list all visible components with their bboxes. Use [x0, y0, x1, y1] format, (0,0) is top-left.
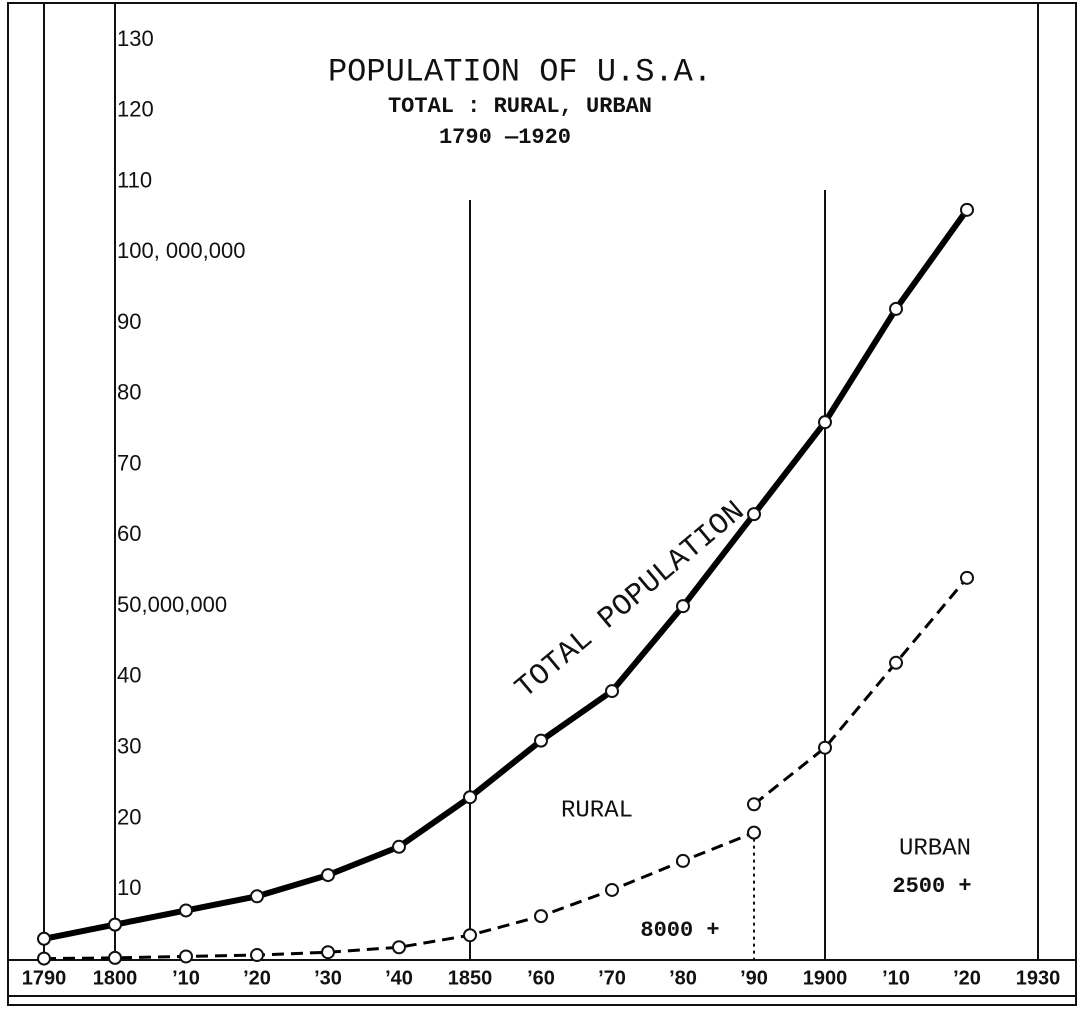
data-point [463, 790, 477, 805]
y-tick-label: 70 [117, 450, 141, 475]
x-tick-label: 1790 [22, 967, 67, 989]
y-tick-label: 90 [117, 309, 141, 334]
y-tick-label: 20 [117, 804, 141, 829]
chart-subtitle: TOTAL : RURAL, URBAN [388, 94, 652, 119]
y-tick-label: 80 [117, 380, 141, 405]
data-point [676, 599, 690, 614]
x-tick-label: ’30 [314, 967, 342, 989]
series-line [753, 576, 969, 806]
x-tick-label: 1800 [93, 967, 138, 989]
annotation: RURAL [561, 797, 633, 824]
x-tick-label: ’40 [385, 967, 413, 989]
data-point [463, 928, 477, 943]
x-tick-label: ’90 [740, 967, 768, 989]
data-point [37, 931, 51, 946]
data-point [889, 655, 903, 670]
data-point [889, 301, 903, 316]
y-tick-label: 10 [117, 875, 141, 900]
x-tick-label: ’10 [172, 967, 200, 989]
data-point [534, 733, 548, 748]
x-tick-label: 1930 [1016, 967, 1061, 989]
data-point [747, 507, 761, 522]
data-point [605, 684, 619, 699]
data-point [676, 853, 690, 868]
data-point [818, 740, 832, 755]
data-point [321, 868, 335, 883]
data-point [605, 882, 619, 897]
series-label: TOTAL POPULATION [509, 495, 752, 706]
y-tick-label: 40 [117, 663, 141, 688]
data-point [960, 570, 974, 585]
x-tick-label: ’20 [953, 967, 981, 989]
data-point [250, 889, 264, 904]
chart-subtitle: 1790 —1920 [439, 125, 571, 150]
data-point [818, 415, 832, 430]
x-tick-label: 1900 [803, 967, 848, 989]
data-point [534, 909, 548, 924]
chart-title: POPULATION OF U.S.A. [328, 53, 712, 90]
data-point [108, 950, 122, 965]
series-line [43, 831, 755, 961]
data-point [179, 903, 193, 918]
data-point [747, 797, 761, 812]
x-tick-label: ’80 [669, 967, 697, 989]
y-tick-label: 100, 000,000 [117, 238, 245, 263]
x-tick-label: ’60 [527, 967, 555, 989]
y-tick-label: 110 [117, 167, 152, 192]
data-point [392, 839, 406, 854]
x-tick-label: 1850 [448, 967, 493, 989]
y-tick-label: 50,000,000 [117, 592, 227, 617]
data-point [321, 945, 335, 960]
annotation: URBAN [899, 835, 971, 862]
data-point [37, 951, 51, 966]
series-label: 2500 + [892, 874, 971, 899]
data-point [250, 948, 264, 963]
y-tick-label: 130 [117, 26, 154, 51]
data-point [179, 949, 193, 964]
data-point [960, 202, 974, 217]
x-tick-label: ’10 [882, 967, 910, 989]
y-tick-label: 60 [117, 521, 141, 546]
series-label: 8000 + [640, 918, 719, 943]
y-tick-label: 30 [117, 734, 141, 759]
series-line [43, 208, 970, 942]
data-point [747, 825, 761, 840]
data-point [392, 940, 406, 955]
data-point [108, 917, 122, 932]
y-tick-label: 120 [117, 97, 154, 122]
frame [7, 2, 1077, 1006]
x-tick-label: ’20 [243, 967, 271, 989]
x-tick-label: ’70 [598, 967, 626, 989]
